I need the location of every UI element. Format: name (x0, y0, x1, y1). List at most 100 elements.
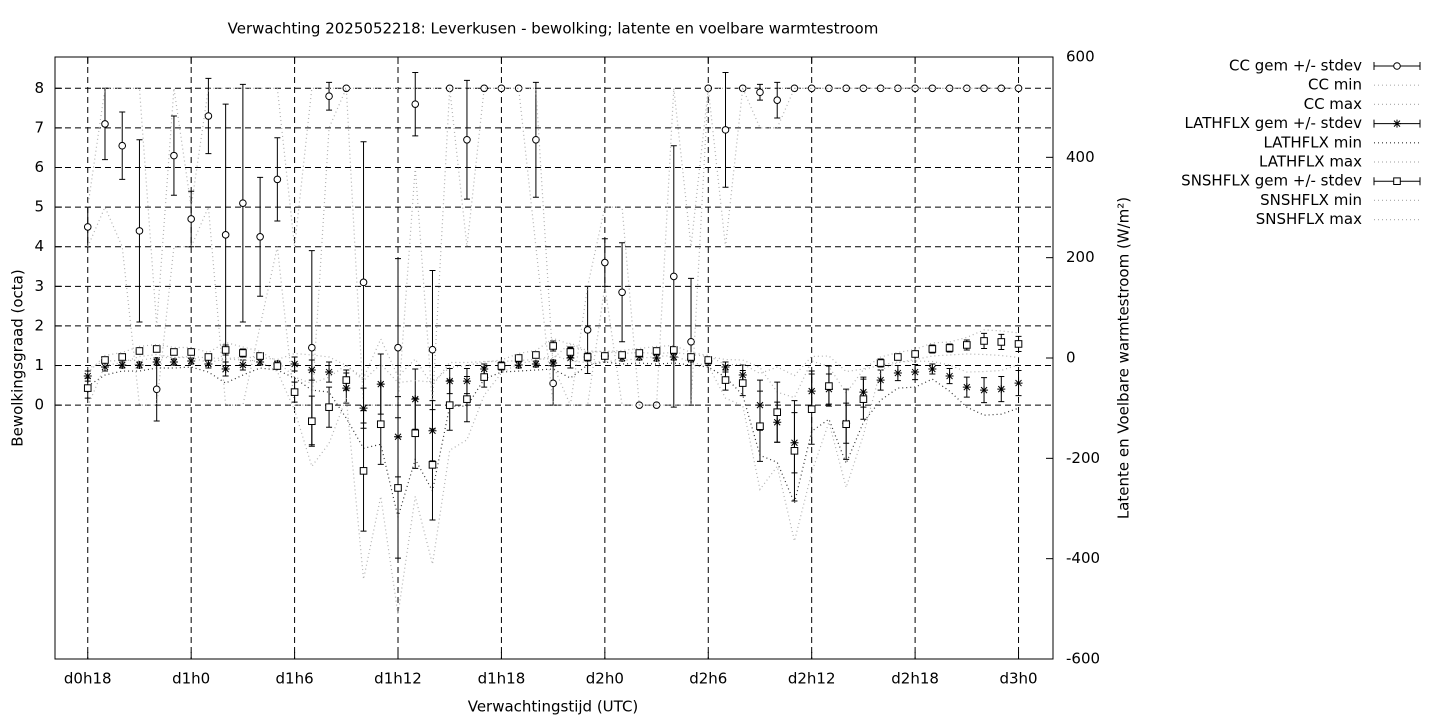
data-point (721, 363, 730, 372)
data-point (635, 352, 644, 361)
data-point (997, 84, 1006, 93)
data-point (170, 151, 178, 160)
data-point (101, 356, 109, 364)
data-point (83, 372, 92, 381)
data-point (359, 278, 368, 287)
data-point (514, 84, 523, 93)
data-point (497, 362, 506, 370)
x-tick-label: d2h18 (891, 670, 939, 688)
x-tick-label: d1h6 (276, 670, 314, 688)
legend-label: SNSHFLX gem +/- stdev (1181, 172, 1362, 190)
data-point (1014, 379, 1023, 388)
data-point (549, 379, 557, 388)
data-point (118, 361, 127, 370)
data-point (566, 354, 575, 362)
legend-marker (1393, 177, 1401, 185)
legend-label: LATHFLX min (1263, 133, 1362, 151)
data-point (911, 84, 919, 93)
data-point (325, 368, 334, 377)
data-point (428, 345, 437, 354)
data-point (997, 338, 1006, 346)
data-point (83, 384, 92, 392)
data-point (135, 227, 144, 235)
x-tick-label: d2h0 (586, 670, 624, 688)
chart-title: Verwachting 2025052218: Leverkusen - bew… (228, 20, 879, 38)
data-point (463, 135, 471, 144)
data-point (911, 368, 920, 377)
data-point (359, 404, 368, 413)
legend-label: SNSHFLX min (1260, 191, 1362, 209)
data-point (428, 461, 437, 469)
data-point (773, 408, 782, 416)
data-point (635, 349, 644, 357)
data-point (773, 96, 782, 104)
data-point (514, 354, 523, 362)
data-point (928, 345, 937, 353)
data-point (756, 422, 764, 431)
x-tick-label: d1h12 (374, 670, 422, 688)
data-point (687, 337, 695, 346)
data-point (411, 429, 420, 438)
data-point (100, 363, 109, 372)
data-point (790, 447, 799, 455)
data-point (187, 215, 195, 223)
data-point (187, 357, 196, 366)
data-point (273, 175, 282, 184)
min-max-line (87, 85, 1019, 406)
data-point (394, 484, 402, 492)
x-tick-label: d2h6 (689, 670, 727, 688)
data-point (721, 126, 730, 134)
data-point (945, 372, 954, 381)
y-axis-label: Bewolkingsgraad (octa) (9, 269, 27, 446)
data-point (221, 365, 230, 374)
data-point (980, 386, 989, 395)
data-point (601, 352, 609, 360)
y2-tick-label: 200 (1066, 248, 1095, 266)
data-point (618, 351, 626, 359)
legend-label: LATHFLX max (1259, 153, 1362, 171)
y-tick-label: 0 (34, 396, 44, 414)
min-max-line (87, 329, 1019, 385)
data-point (876, 376, 885, 385)
data-point (359, 467, 368, 475)
data-point (894, 353, 902, 361)
data-point (876, 359, 885, 367)
data-point (859, 395, 868, 403)
data-point (83, 223, 92, 231)
data-point (549, 359, 558, 368)
data-point (307, 366, 316, 375)
data-point (308, 343, 316, 352)
data-point (256, 233, 264, 241)
data-point (980, 337, 988, 345)
data-point (652, 354, 661, 362)
data-point (342, 376, 351, 384)
data-point (445, 401, 454, 409)
y-tick-label: 8 (34, 79, 44, 97)
y2-tick-label: 400 (1066, 148, 1095, 166)
data-point (463, 395, 471, 403)
x-tick-label: d0h18 (64, 670, 112, 688)
data-point (893, 369, 902, 378)
y2-tick-label: 0 (1066, 349, 1076, 367)
data-point (480, 84, 488, 93)
data-point (411, 100, 420, 108)
y-tick-label: 1 (34, 356, 44, 374)
data-point (825, 382, 833, 390)
data-point (480, 373, 488, 381)
data-point (273, 362, 282, 370)
legend-label: CC max (1304, 95, 1363, 113)
y-tick-label: 3 (34, 277, 44, 295)
x-axis-label: Verwachtingstijd (UTC) (468, 698, 639, 716)
data-point (221, 231, 230, 239)
data-point (204, 360, 213, 369)
data-point (221, 346, 230, 354)
x-tick-label: d2h12 (788, 670, 836, 688)
x-tick-label: d1h18 (478, 670, 526, 688)
data-point (118, 353, 127, 361)
data-point (738, 379, 747, 387)
y-tick-label: 7 (34, 118, 44, 136)
